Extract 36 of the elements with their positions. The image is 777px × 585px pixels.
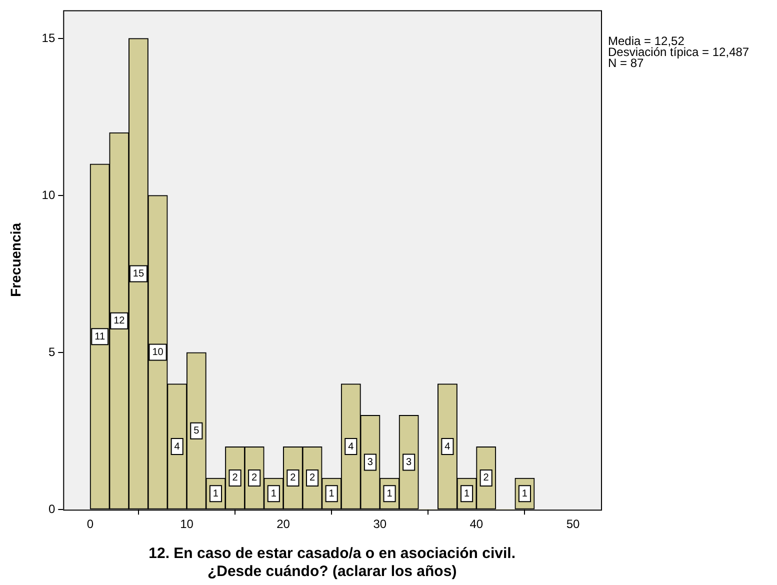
data-label: 2 [252, 472, 258, 484]
data-label: 10 [152, 347, 164, 358]
y-tick-label: 10 [42, 188, 56, 202]
x-tick-label: 30 [373, 517, 387, 532]
y-axis-title: Frecuencia [7, 222, 24, 297]
data-label: 1 [386, 488, 393, 500]
data-label: 2 [309, 472, 316, 484]
data-label: 15 [132, 268, 144, 280]
text: N = 87 [608, 56, 644, 70]
data-label: 2 [290, 472, 296, 484]
data-label: 1 [270, 488, 277, 500]
data-label: 1 [212, 488, 219, 500]
x-tick-label: 40 [470, 517, 484, 532]
data-label: 4 [348, 441, 354, 452]
y-tick-label: 15 [42, 30, 56, 45]
data-label: 11 [94, 331, 106, 342]
data-label: 2 [232, 472, 238, 484]
data-label: 1 [522, 488, 528, 500]
x-axis-title: 12. En caso de estar casado/a o en asociación civil. ¿Desde cuándo? (aclarar los años) [148, 545, 516, 580]
text: Media = 12,52 [608, 34, 684, 48]
x-tick-label: 10 [180, 517, 194, 532]
data-label: 3 [367, 456, 374, 468]
y-tick-label: 0 [48, 502, 56, 516]
data-label: 1 [328, 488, 335, 500]
text: Desviación típica = 12,487 [608, 45, 750, 59]
data-label: 1 [464, 488, 470, 500]
y-tick-label: 5 [48, 344, 56, 359]
x-tick-label: 20 [276, 517, 290, 532]
data-label: 4 [174, 441, 180, 452]
data-label: 5 [194, 426, 200, 437]
x-tick-label: 50 [566, 517, 580, 532]
data-label: 12 [114, 316, 126, 327]
data-label: 4 [444, 441, 451, 452]
data-label: 2 [483, 472, 490, 484]
x-tick-label: 0 [86, 517, 94, 532]
data-label: 3 [406, 456, 412, 468]
